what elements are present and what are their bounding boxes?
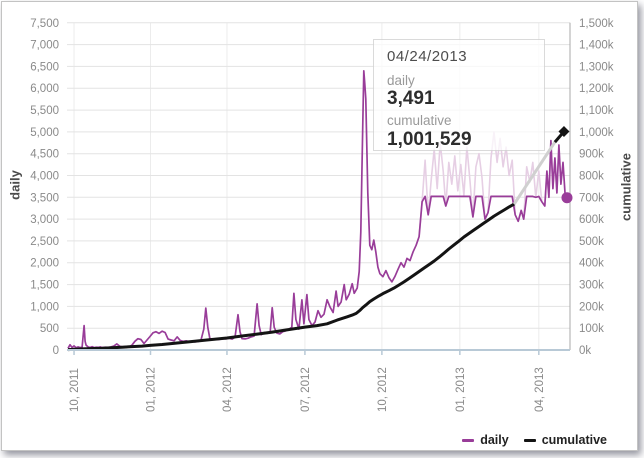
- left-axis-tick-label: 3,000: [30, 214, 59, 226]
- cumulative-point-marker[interactable]: [558, 126, 570, 138]
- left-axis-tick-label: 2,000: [30, 258, 59, 270]
- left-axis-tick-label: 7,500: [30, 18, 59, 30]
- legend-daily-label: daily: [480, 433, 509, 447]
- legend-item-cumulative[interactable]: cumulative: [523, 433, 607, 447]
- right-axis-tick-label: 800k: [579, 170, 604, 182]
- tooltip-cumulative-label: cumulative: [387, 113, 452, 129]
- left-axis-tick-label: 2,500: [30, 236, 59, 248]
- left-axis-title: daily: [7, 170, 23, 200]
- right-axis-tick-label: 1,300k: [579, 61, 614, 73]
- right-axis-tick-label: 100k: [579, 323, 604, 335]
- x-axis-tick-label: 01, 2012: [145, 367, 157, 412]
- chart-frame: 0 500 1,000 1,500 2,000 2,500 3,000 3,500 4,000 4…: [1, 1, 638, 451]
- right-axis-tick-label: 200k: [579, 301, 604, 313]
- left-axis-tick-label: 4,500: [30, 149, 59, 161]
- right-axis-tick-label: 400k: [579, 258, 604, 270]
- x-axis-tick-label: 10, 2012: [377, 367, 389, 412]
- x-axis-tick-label: 01, 2013: [455, 367, 467, 412]
- right-axis-tick-label: 1,000k: [579, 127, 614, 139]
- tooltip-cumulative-value: 1,001,529: [387, 128, 472, 150]
- right-axis-tick-label: 300k: [579, 280, 604, 292]
- right-axis-tick-label: 600k: [579, 214, 604, 226]
- left-axis-tick-label: 5,500: [30, 105, 59, 117]
- left-axis-tick-label: 6,000: [30, 83, 59, 95]
- tooltip: 04/24/2013 daily 3,491 cumulative 1,001,…: [373, 39, 545, 151]
- left-axis-tick-label: 0: [53, 345, 59, 357]
- right-axis-tick-label: 700k: [579, 192, 604, 204]
- x-axis-tick-label: 04, 2012: [222, 367, 234, 412]
- legend-cumulative-label: cumulative: [541, 433, 607, 447]
- left-axis-tick-label: 4,000: [30, 170, 59, 182]
- left-axis-tick-label: 5,000: [30, 127, 59, 139]
- tooltip-date: 04/24/2013: [387, 48, 468, 65]
- daily-point-marker[interactable]: [561, 192, 573, 204]
- cumulative-line-faded: [512, 141, 557, 205]
- legend: daily cumulative: [462, 433, 607, 447]
- right-axis-tick-label: 500k: [579, 236, 604, 248]
- right-axis-tick-label: 1,500k: [579, 18, 614, 30]
- left-axis-tick-label: 500: [40, 323, 59, 335]
- left-axis-tick-label: 1,500: [30, 280, 59, 292]
- x-axis-tick-label: 04, 2013: [534, 367, 546, 412]
- right-axis-title: cumulative: [618, 153, 634, 221]
- right-axis-tick-label: 900k: [579, 149, 604, 161]
- right-axis-tick-label: 1,100k: [579, 105, 614, 117]
- left-axis-tick-label: 3,500: [30, 192, 59, 204]
- daily-line[interactable]: [67, 69, 568, 349]
- cumulative-line-swatch: [523, 438, 536, 442]
- tooltip-daily-value: 3,491: [387, 88, 435, 110]
- chart-plot-area: 0 500 1,000 1,500 2,000 2,500 3,000 3,500 4,000 4…: [30, 18, 614, 412]
- legend-item-daily[interactable]: daily: [462, 433, 509, 447]
- daily-line-swatch: [462, 438, 475, 442]
- left-axis-tick-label: 7,000: [30, 40, 59, 52]
- cumulative-line[interactable]: [67, 202, 515, 352]
- x-axis-tick-label: 07, 2012: [300, 367, 312, 412]
- right-axis-tick-label: 0k: [579, 345, 591, 357]
- left-axis-tick-label: 1,000: [30, 301, 59, 313]
- x-axis-tick-label: 10, 2011: [69, 368, 81, 412]
- left-axis-tick-label: 6,500: [30, 61, 59, 73]
- tooltip-daily-label: daily: [387, 73, 415, 88]
- right-axis-tick-label: 1,200k: [579, 83, 614, 95]
- right-axis-tick-label: 1,400k: [579, 40, 614, 52]
